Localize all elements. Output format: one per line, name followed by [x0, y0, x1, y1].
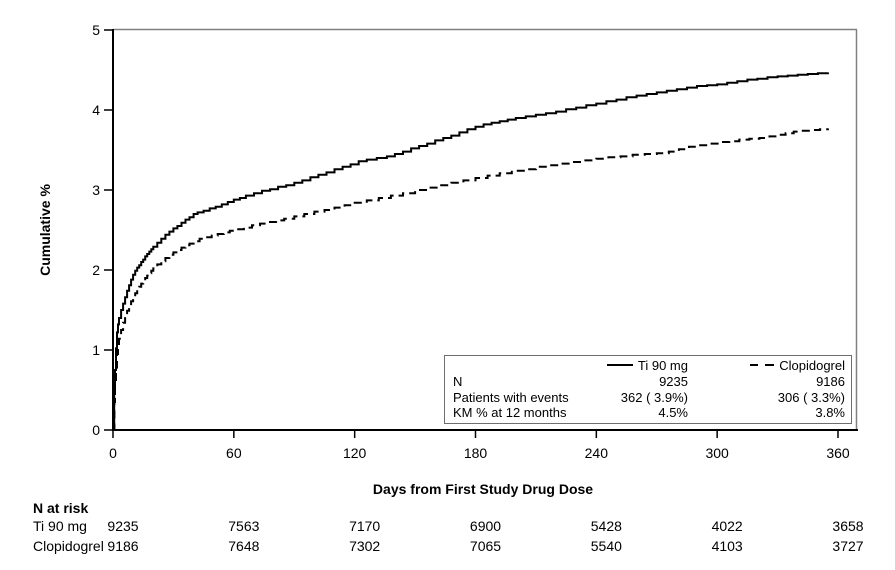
clopidogrel-curve [113, 128, 829, 431]
legend-row-label: KM % at 12 months [453, 405, 567, 421]
solid-line-icon [606, 364, 633, 367]
x-tick-label: 120 [342, 445, 367, 461]
n-at-risk-value: 9186 [107, 538, 139, 554]
n-at-risk-value: 7170 [349, 518, 381, 534]
legend-box: Ti 90 mg Clopidogrel N 9235 9186 Patient… [444, 355, 852, 424]
y-tick-label: 0 [92, 422, 100, 438]
legend-km-ti: 4.5% [658, 405, 688, 421]
legend-events-row: Patients with events 362 ( 3.9%) 306 ( 3… [453, 390, 845, 406]
ti-90mg-curve [113, 72, 829, 431]
n-at-risk-value: 3658 [832, 518, 864, 534]
y-tick-label: 5 [92, 22, 100, 38]
legend-events-ti: 362 ( 3.9%) [620, 389, 688, 405]
n-at-risk-value: 9235 [107, 518, 139, 534]
n-at-risk-value: 4022 [711, 518, 743, 534]
y-axis-title: Cumulative % [37, 184, 53, 276]
n-at-risk-value: 4103 [711, 538, 743, 554]
legend-header-row: Ti 90 mg Clopidogrel [453, 358, 845, 374]
axis-ticks [104, 29, 839, 438]
x-tick-label: 180 [463, 445, 488, 461]
legend-series-name: Clopidogrel [779, 358, 845, 373]
y-tick-label: 1 [92, 342, 100, 358]
legend-km-clopidogrel: 3.8% [815, 405, 845, 421]
n-at-risk-value: 7302 [349, 538, 381, 554]
n-at-risk-title: N at risk [33, 500, 89, 516]
n-at-risk-value: 6900 [469, 518, 502, 534]
n-at-risk-value: 7563 [228, 518, 260, 534]
n-at-risk-value: 7648 [228, 538, 260, 554]
y-tick-label: 4 [92, 102, 100, 118]
n-at-risk-value: 7065 [469, 538, 502, 554]
legend-n-ti: 9235 [659, 373, 688, 389]
legend-events-clopidogrel: 306 ( 3.3%) [777, 389, 845, 405]
n-at-risk-value: 5428 [590, 518, 622, 534]
x-tick-label: 300 [705, 445, 729, 461]
dashed-line-icon [750, 364, 775, 367]
legend-row-label: Patients with events [453, 389, 569, 405]
x-axis-title: Days from First Study Drug Dose [372, 481, 594, 497]
n-at-risk-row-label-clopidogrel: Clopidogrel [33, 538, 104, 554]
x-tick-label: 60 [226, 445, 242, 461]
y-tick-label: 3 [92, 182, 100, 198]
x-tick-label: 0 [109, 445, 117, 461]
n-at-risk-row-label-ti: Ti 90 mg [33, 518, 87, 534]
legend-row-label: N [453, 373, 463, 389]
legend-km-row: KM % at 12 months 4.5% 3.8% [453, 405, 845, 421]
n-at-risk-value: 5540 [590, 538, 622, 554]
legend-n-row: N 9235 9186 [453, 374, 845, 390]
y-tick-label: 2 [92, 262, 100, 278]
legend-n-clopidogrel: 9186 [816, 373, 845, 389]
x-tick-label: 360 [826, 445, 850, 461]
n-at-risk-value: 3727 [832, 538, 864, 554]
x-tick-label: 240 [584, 445, 608, 461]
legend-series-name: Ti 90 mg [637, 358, 688, 373]
